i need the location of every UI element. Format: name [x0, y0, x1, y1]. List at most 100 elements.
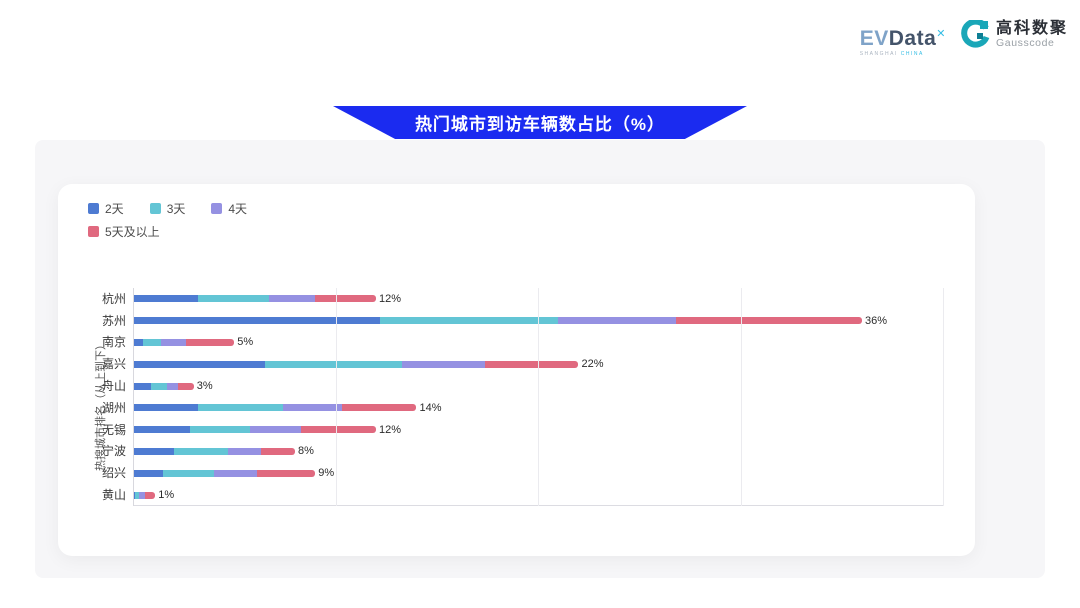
stacked-bar	[133, 295, 376, 303]
chart-legend: 2天 3天 4天 5天及以上	[88, 200, 298, 240]
gausscode-logo: 高科数聚 Gausscode	[960, 20, 1068, 50]
title-banner: 热门城市到访车辆数占比（%）	[333, 106, 747, 139]
bar-segment	[177, 382, 194, 390]
bar-segment	[282, 404, 342, 412]
legend-swatch-icon	[88, 226, 99, 237]
bar-segment	[675, 317, 862, 325]
bar-segment	[250, 426, 302, 434]
bar-segment	[133, 426, 190, 434]
bar-segment	[214, 469, 257, 477]
bar-segment	[161, 338, 186, 346]
chart-row-南京: 5%	[133, 336, 943, 348]
bar-segment	[143, 338, 162, 346]
bar-segment	[133, 469, 164, 477]
chart-row-杭州: 12%	[133, 292, 943, 305]
bar-segment	[558, 317, 676, 325]
bar-total-label: 36%	[864, 314, 887, 327]
gausscode-text: 高科数聚 Gausscode	[995, 20, 1068, 49]
bar-segment	[173, 447, 229, 455]
bar-segment	[228, 447, 261, 455]
bar-segment	[315, 295, 376, 303]
chart-row-黄山: 1%	[133, 489, 943, 502]
y-axis-label: 南京	[101, 335, 126, 350]
bar-segment	[145, 491, 156, 499]
bar-segment	[151, 382, 168, 390]
evdata-x-icon: ✕	[936, 28, 946, 40]
y-axis-label: 湖州	[101, 400, 126, 415]
bar-segment	[163, 469, 214, 477]
legend-item-4[interactable]: 5天及以上	[88, 223, 160, 240]
bar-total-label: 1%	[158, 489, 175, 502]
bar-segment	[380, 317, 559, 325]
legend-label: 5天及以上	[105, 225, 160, 239]
legend-swatch-icon	[149, 203, 161, 214]
bar-segment	[256, 469, 316, 477]
y-axis-label: 绍兴	[101, 466, 126, 481]
legend-item-2[interactable]: 3天	[149, 200, 186, 217]
bar-segment	[135, 491, 140, 499]
bar-segment	[133, 404, 198, 412]
gridline-30	[740, 288, 742, 506]
bar-total-label: 22%	[581, 358, 604, 371]
stacked-bar	[133, 360, 579, 368]
bar-segment	[133, 447, 174, 455]
y-axis-line	[133, 288, 134, 506]
header-logos: EVData✕ SHANGHAI CHINA 高科数聚 Gausscode	[860, 20, 1068, 57]
y-axis-label: 无锡	[101, 422, 126, 437]
bar-total-label: 9%	[318, 467, 335, 480]
bar-segment	[485, 360, 579, 368]
bar-segment	[133, 338, 144, 346]
bar-segment	[341, 404, 417, 412]
bar-segment	[133, 491, 136, 499]
evdata-logo: EVData✕ SHANGHAI CHINA	[860, 20, 946, 57]
bar-total-label: 12%	[378, 292, 402, 305]
bar-total-label: 3%	[196, 380, 213, 393]
chart-row-苏州: 36%	[133, 314, 943, 327]
bar-total-label: 14%	[419, 401, 442, 414]
chart-row-舟山: 3%	[133, 380, 943, 393]
bar-segment	[264, 360, 403, 368]
bar-rows: 12% 36% 5% 22% 3% 14% 12% 8% 9% 1%	[133, 288, 943, 506]
legend-item-3[interactable]: 4天	[211, 200, 247, 217]
bar-segment	[133, 317, 381, 325]
bar-segment	[260, 447, 295, 455]
evdata-subtext-china: CHINA	[900, 51, 924, 57]
legend-swatch-icon	[211, 203, 223, 214]
y-axis-label: 杭州	[101, 291, 126, 306]
page-title: 热门城市到访车辆数占比（%）	[414, 115, 666, 134]
legend-label: 4天	[228, 202, 248, 216]
bar-segment	[197, 404, 283, 412]
bar-segment	[189, 426, 251, 434]
stacked-bar	[133, 469, 316, 477]
plot-area: 12% 36% 5% 22% 3% 14% 12% 8% 9% 1%	[133, 288, 944, 506]
y-axis-labels: 杭州苏州南京嘉兴舟山湖州无锡宁波绍兴黄山	[72, 288, 126, 506]
bar-total-label: 12%	[378, 423, 402, 436]
chart-row-无锡: 12%	[133, 423, 943, 436]
bar-segment	[133, 382, 152, 390]
evdata-subtext: SHANGHAI CHINA	[860, 51, 924, 57]
y-axis-label: 黄山	[101, 488, 126, 503]
stacked-bar	[133, 338, 235, 346]
chart-row-嘉兴: 22%	[133, 358, 943, 371]
bar-total-label: 8%	[297, 445, 314, 458]
evdata-subtext-shanghai: SHANGHAI	[859, 51, 901, 57]
bar-segment	[139, 491, 146, 499]
stacked-bar	[133, 382, 194, 390]
gausscode-cn-name: 高科数聚	[995, 20, 1068, 38]
legend-label: 3天	[166, 202, 186, 216]
chart-row-绍兴: 9%	[133, 467, 943, 480]
chart-card: 2天 3天 4天 5天及以上 热搜城市排名（从上到下） 杭州 苏州 南京 嘉兴 舟山 湖州 无锡宁…	[58, 184, 975, 556]
bar-segment	[133, 360, 265, 368]
bar-segment	[133, 295, 198, 303]
legend-item-1[interactable]: 2天	[88, 200, 124, 217]
y-axis-label: 嘉兴	[101, 357, 126, 372]
y-axis-label: 宁波	[101, 444, 126, 459]
y-axis-label: 苏州	[101, 313, 126, 328]
chart-row-宁波: 8%	[133, 445, 943, 458]
evdata-ev-text: EV	[859, 27, 889, 50]
gausscode-en-name: Gausscode	[995, 36, 1055, 49]
bar-segment	[268, 295, 316, 303]
y-axis-label: 舟山	[101, 379, 126, 394]
gridline-40	[943, 288, 944, 506]
bar-segment	[185, 338, 235, 346]
